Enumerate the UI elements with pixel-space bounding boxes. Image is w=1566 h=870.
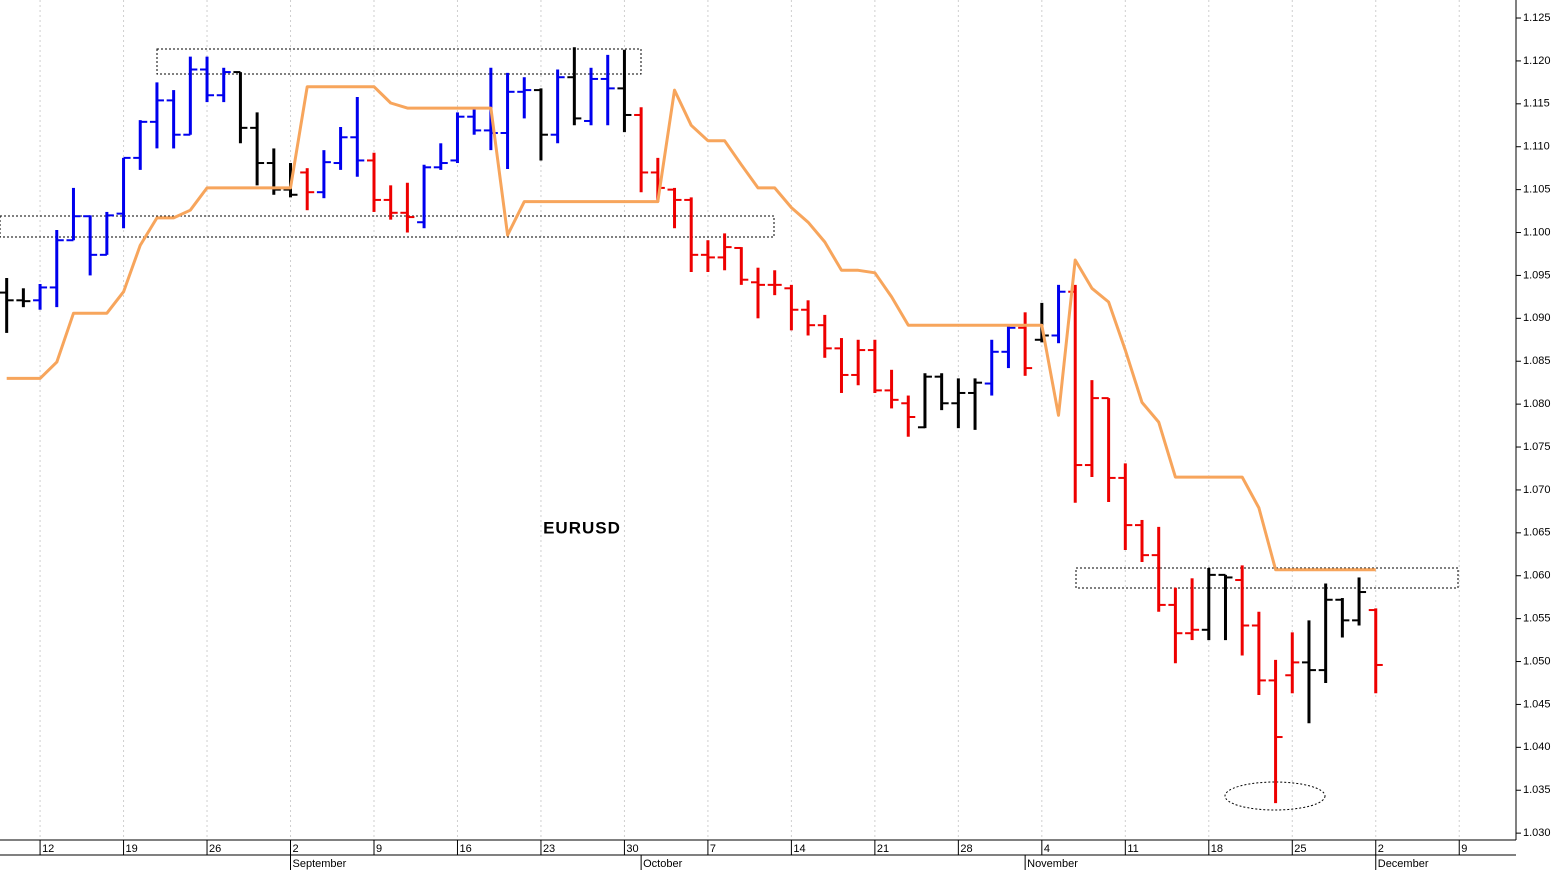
indicator-line (6, 85, 1376, 572)
y-tick-label: 1.115 (1523, 98, 1550, 110)
y-tick-label: 1.125 (1523, 12, 1551, 24)
y-tick-label: 1.085 (1523, 355, 1551, 367)
y-tick-label: 1.035 (1523, 784, 1551, 796)
month-label: September (293, 858, 347, 870)
y-tick-label: 1.080 (1523, 398, 1551, 410)
x-tick-label: 26 (209, 843, 221, 855)
y-tick-label: 1.095 (1523, 269, 1551, 281)
annotation-ellipse (1224, 781, 1326, 811)
chart-title: EURUSD (543, 518, 621, 537)
month-label: October (643, 858, 682, 870)
y-tick-label: 1.045 (1523, 698, 1551, 710)
x-tick-label: 28 (960, 843, 972, 855)
x-tick-label: 12 (42, 843, 54, 855)
y-tick-label: 1.075 (1523, 441, 1551, 453)
annotation-box (156, 48, 642, 75)
month-label: November (1027, 858, 1078, 870)
y-tick-label: 1.065 (1523, 527, 1551, 539)
y-tick-label: 1.055 (1523, 613, 1551, 625)
month-label: December (1378, 858, 1429, 870)
x-tick-label: 18 (1211, 843, 1223, 855)
x-tick-label: 25 (1294, 843, 1306, 855)
x-tick-label: 23 (543, 843, 555, 855)
x-tick-label: 7 (710, 843, 716, 855)
annotation-box (0, 215, 775, 238)
x-tick-label: 2 (293, 843, 299, 855)
x-tick-label: 14 (793, 843, 805, 855)
x-tick-label: 4 (1044, 843, 1050, 855)
y-tick-label: 1.050 (1523, 655, 1551, 667)
y-tick-label: 1.040 (1523, 741, 1551, 753)
y-tick-label: 1.100 (1523, 226, 1551, 238)
y-tick-label: 1.060 (1523, 570, 1551, 582)
x-tick-label: 21 (877, 843, 889, 855)
y-tick-label: 1.110 (1523, 141, 1550, 153)
x-tick-label: 9 (1461, 843, 1467, 855)
y-tick-label: 1.105 (1523, 184, 1551, 196)
x-tick-label: 19 (126, 843, 138, 855)
y-tick-label: 1.030 (1523, 827, 1551, 839)
x-tick-label: 11 (1127, 843, 1138, 855)
annotation-box (1075, 567, 1459, 589)
x-tick-label: 30 (626, 843, 638, 855)
y-tick-label: 1.090 (1523, 312, 1551, 324)
y-tick-label: 1.120 (1523, 55, 1551, 67)
x-tick-label: 16 (459, 843, 471, 855)
x-tick-label: 9 (376, 843, 382, 855)
x-tick-label: 2 (1378, 843, 1384, 855)
y-tick-label: 1.070 (1523, 484, 1551, 496)
